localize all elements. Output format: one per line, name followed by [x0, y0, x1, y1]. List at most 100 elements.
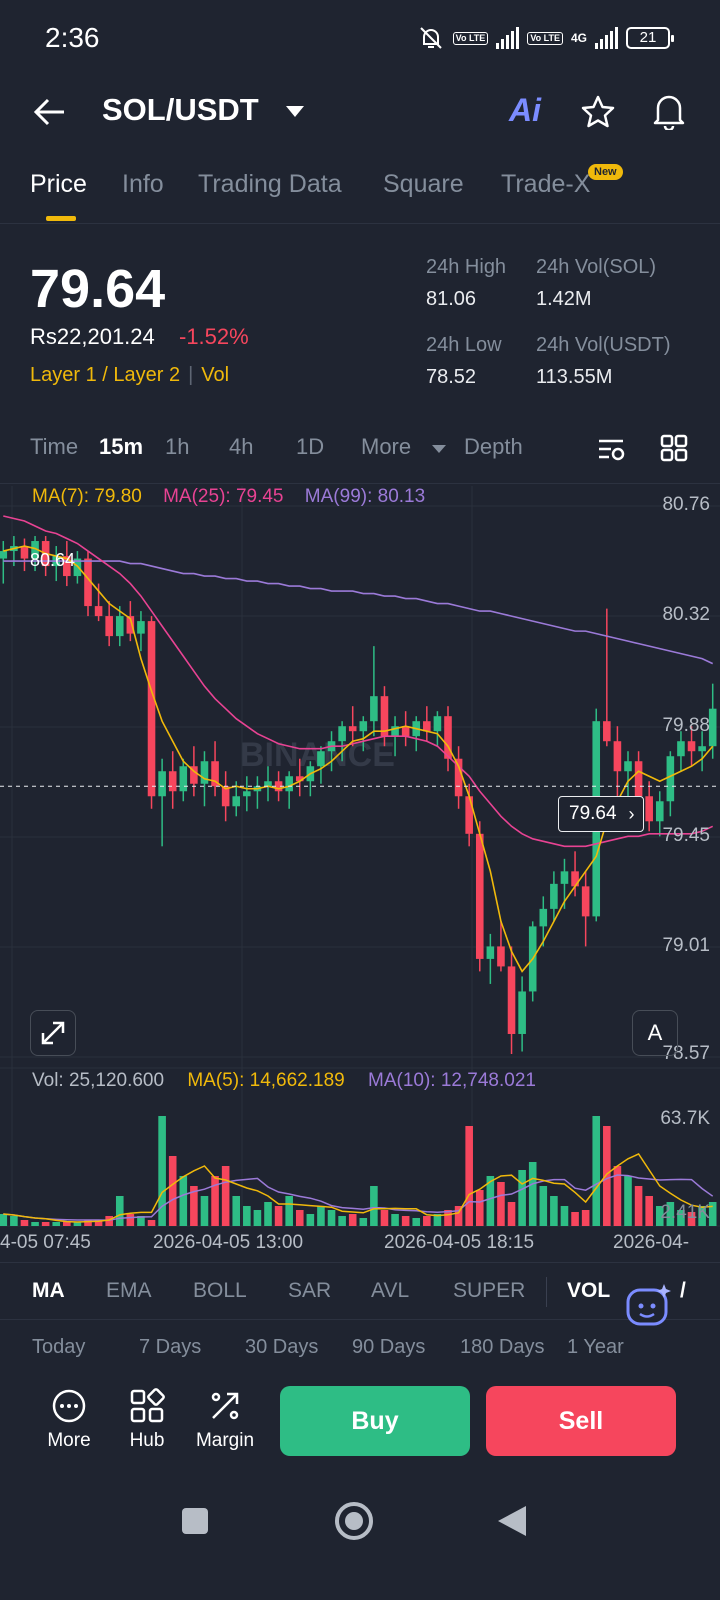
sell-button[interactable]: Sell [486, 1386, 676, 1456]
volume-bar [253, 1210, 262, 1226]
buy-button[interactable]: Buy [280, 1386, 470, 1456]
star-icon[interactable] [580, 94, 616, 130]
tab-info[interactable]: Info [122, 170, 164, 198]
candle-body [348, 726, 357, 732]
ma99-line [3, 560, 714, 665]
layout-grid-icon[interactable] [660, 434, 688, 462]
period-today[interactable]: Today [32, 1336, 86, 1358]
assistant-bot-icon[interactable] [624, 1282, 672, 1330]
volume-bar [190, 1186, 198, 1226]
interval-4h[interactable]: 4h [229, 434, 254, 459]
auto-scale-button[interactable]: A [632, 1010, 678, 1056]
action-bar: More Hub Margin Buy Sell [0, 1380, 720, 1470]
candle-body [179, 766, 188, 792]
volume-bar [295, 1210, 304, 1226]
tab-trading-data[interactable]: Trading Data [198, 170, 342, 198]
candle-body [550, 883, 558, 909]
volume-bar [581, 1210, 590, 1226]
volume-bar [698, 1206, 706, 1226]
vol-ma5-line [3, 1153, 713, 1223]
candle-body [221, 786, 230, 807]
tab-price[interactable]: Price [30, 170, 87, 198]
expand-icon[interactable] [30, 1010, 76, 1056]
indicator-super[interactable]: SUPER [453, 1279, 526, 1302]
period-1y[interactable]: 1 Year [567, 1336, 624, 1358]
ai-icon[interactable]: Ai [509, 92, 541, 128]
candle-body [391, 726, 399, 737]
indicator-tabs: MA EMA BOLL SAR AVL SUPER VOL / [0, 1262, 720, 1320]
volume-bar [359, 1218, 368, 1226]
x-tick-label: 2026-04- [613, 1232, 690, 1253]
back-nav-icon[interactable] [496, 1504, 528, 1538]
candle-body [147, 621, 156, 797]
indicator-vol[interactable]: VOL [567, 1279, 611, 1302]
volume-bar [592, 1116, 601, 1226]
tab-square[interactable]: Square [383, 170, 464, 198]
volume-bar [126, 1214, 135, 1226]
pair-title[interactable]: SOL/USDT [102, 92, 259, 127]
back-arrow-icon[interactable] [30, 94, 70, 130]
period-180d[interactable]: 180 Days [460, 1336, 545, 1358]
candle-body [295, 776, 304, 782]
recents-icon[interactable] [180, 1506, 210, 1536]
tag-vol[interactable]: Vol [201, 364, 230, 386]
price-change: -1.52% [179, 324, 249, 349]
period-90d[interactable]: 90 Days [352, 1336, 426, 1358]
more-action[interactable]: More [32, 1388, 106, 1452]
interval-depth[interactable]: Depth [464, 434, 523, 459]
hub-label: Hub [129, 1430, 165, 1451]
candle-body [20, 546, 29, 559]
hub-action[interactable]: Hub [110, 1388, 184, 1452]
tag-layer[interactable]: Layer 1 / Layer 2 [30, 364, 181, 386]
interval-15m[interactable]: 15m [99, 434, 144, 459]
home-icon[interactable] [333, 1500, 375, 1542]
volume-legend: Vol: 25,120.600 MA(5): 14,662.189 MA(10)… [32, 1070, 554, 1092]
candle-body [380, 696, 389, 737]
candle-body [31, 541, 39, 559]
volume-bar [63, 1222, 71, 1226]
candle-body [634, 761, 643, 797]
volume-bar [518, 1170, 526, 1226]
caret-down-icon[interactable] [432, 445, 446, 453]
volume-bar [412, 1218, 421, 1226]
indicator-avl[interactable]: AVL [371, 1279, 410, 1302]
vol-ma5: MA(5): 14,662.189 [187, 1070, 345, 1091]
volume-bar [571, 1212, 579, 1226]
chevron-down-icon[interactable] [286, 106, 304, 117]
current-price-tag[interactable]: 79.64 › [558, 796, 644, 832]
candle-body [338, 726, 346, 742]
volume-bar [317, 1206, 325, 1226]
network-type: 4G [570, 31, 587, 45]
chart-settings-icon[interactable] [597, 436, 627, 464]
indicator-slash[interactable]: / [680, 1279, 686, 1302]
interval-1d[interactable]: 1D [296, 434, 325, 459]
candle-body [401, 726, 410, 737]
indicator-sar[interactable]: SAR [288, 1279, 332, 1302]
interval-time[interactable]: Time [30, 434, 79, 459]
indicator-boll[interactable]: BOLL [193, 1279, 247, 1302]
tab-trade-x[interactable]: Trade-X [501, 170, 591, 198]
bell-icon[interactable] [651, 92, 687, 130]
indicator-ema[interactable]: EMA [106, 1279, 152, 1302]
x-tick-label: 4-05 07:45 [0, 1232, 91, 1253]
period-30d[interactable]: 30 Days [245, 1336, 319, 1358]
volume-bar [41, 1222, 50, 1226]
ma7-label: MA(7): 79.80 [32, 486, 142, 507]
candle-body [698, 746, 706, 752]
indicator-ma[interactable]: MA [32, 1279, 65, 1302]
volume-bar [528, 1162, 537, 1226]
volume-bar [645, 1196, 653, 1226]
interval-more[interactable]: More [361, 434, 412, 459]
interval-1h[interactable]: 1h [165, 434, 190, 459]
divider [546, 1277, 547, 1307]
volume-bar [327, 1210, 336, 1226]
margin-action[interactable]: Margin [188, 1388, 262, 1452]
y-tick-label: 80.76 [662, 494, 710, 515]
volume-bar [168, 1156, 177, 1226]
candle-body [645, 796, 653, 822]
candlestick-chart[interactable]: BINANCE [0, 486, 720, 1258]
chart-area[interactable]: BINANCE MA(7): 79.80 MA(25): 79.45 MA(99… [0, 486, 720, 1258]
period-7d[interactable]: 7 Days [139, 1336, 202, 1358]
candle-body [115, 616, 124, 637]
app-header: SOL/USDT Ai [0, 76, 720, 148]
